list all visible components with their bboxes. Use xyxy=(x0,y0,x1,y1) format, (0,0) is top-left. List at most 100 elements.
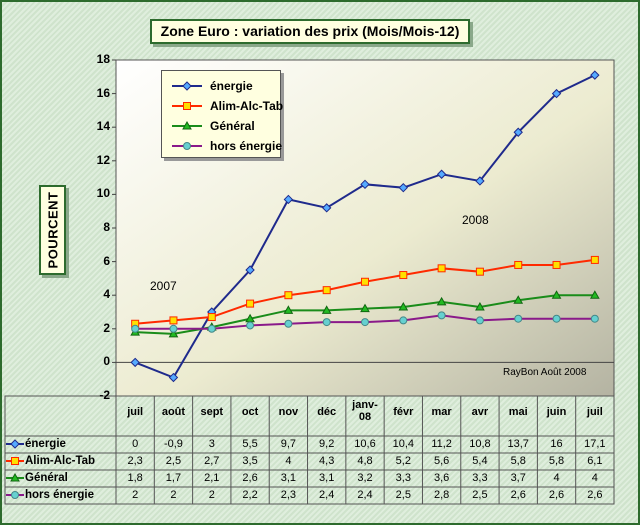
table-cell: 5,5 xyxy=(242,438,258,450)
data-point xyxy=(399,316,408,325)
table-row-symbol xyxy=(11,457,19,465)
data-point xyxy=(284,291,293,300)
y-axis-label-box: POURCENT xyxy=(39,185,66,275)
y-tick-label: 18 xyxy=(96,52,110,66)
legend-symbol xyxy=(182,81,192,91)
table-cell: -0,9 xyxy=(163,438,183,450)
table-cell: 2,6 xyxy=(587,489,603,501)
table-cell: 16 xyxy=(550,438,563,450)
table-cell: 2,6 xyxy=(510,489,526,501)
legend-label: Général xyxy=(210,119,255,133)
data-point xyxy=(322,318,331,327)
x-tick-label: mai xyxy=(508,406,528,418)
table-cell: 3,5 xyxy=(242,455,258,467)
chart-title: Zone Euro : variation des prix (Mois/Moi… xyxy=(150,19,470,44)
table-cell: 4 xyxy=(285,455,292,467)
x-tick-label: déc xyxy=(317,406,337,418)
x-tick-label: oct xyxy=(241,406,259,418)
data-point xyxy=(513,127,523,137)
table-cell: 11,2 xyxy=(431,438,452,450)
data-point xyxy=(475,316,484,325)
chart-legend: énergie Alim-Alc-Tab Général hors énergie xyxy=(161,70,284,158)
y-tick-label: 12 xyxy=(96,152,110,167)
data-point xyxy=(245,265,255,275)
data-point xyxy=(246,321,255,330)
data-point xyxy=(514,260,523,269)
data-point xyxy=(168,372,179,383)
y-tick-label: 8 xyxy=(103,220,110,234)
annotation-2008: 2008 xyxy=(462,213,489,227)
table-cell: 2,4 xyxy=(357,489,373,501)
x-tick-label: juil xyxy=(586,406,603,418)
table-cell: 9,7 xyxy=(280,438,297,450)
table-cell: 2,8 xyxy=(433,489,450,501)
table-cell: 9,2 xyxy=(319,438,335,450)
x-tick-label: juin xyxy=(546,406,567,418)
data-point xyxy=(475,176,485,186)
table-cell: 5,8 xyxy=(510,455,526,467)
table-cell: 4,3 xyxy=(319,455,335,467)
y-tick-label: 14 xyxy=(96,119,110,134)
table-row-symbol xyxy=(11,491,19,499)
data-point xyxy=(552,260,561,269)
data-point xyxy=(475,267,484,276)
legend-label: Alim-Alc-Tab xyxy=(210,99,284,113)
table-row-label: hors énergie xyxy=(25,489,95,501)
legend-marker xyxy=(172,81,202,91)
table-cell: 2 xyxy=(170,489,177,501)
y-axis-label: POURCENT xyxy=(45,191,60,269)
data-point xyxy=(436,169,447,179)
data-point xyxy=(551,88,562,99)
table-cell: 2,5 xyxy=(395,489,411,501)
table-cell: 2,1 xyxy=(204,472,220,484)
legend-marker xyxy=(172,102,202,110)
table-cell: 2,7 xyxy=(204,455,220,467)
table-cell: 5,6 xyxy=(433,455,450,467)
x-tick-label: juil xyxy=(127,406,144,418)
data-point xyxy=(399,271,408,280)
data-point xyxy=(589,290,600,299)
table-cell: 10,6 xyxy=(354,438,376,450)
data-point xyxy=(514,314,523,323)
table-cell: 5,2 xyxy=(395,455,411,467)
data-point xyxy=(475,301,485,311)
table-cell: 3,1 xyxy=(319,472,335,484)
data-point xyxy=(360,303,370,313)
table-cell: 17,1 xyxy=(584,438,606,450)
x-tick-label: nov xyxy=(278,406,299,418)
data-point xyxy=(513,295,524,304)
table-cell: 3,3 xyxy=(472,472,488,484)
table-cell: 3,2 xyxy=(357,472,373,484)
data-point xyxy=(283,194,294,205)
data-point xyxy=(590,255,599,264)
table-cell: 4,8 xyxy=(357,455,373,467)
table-cell: 3,3 xyxy=(395,472,411,484)
table-cell: 3 xyxy=(208,438,215,450)
legend-symbol xyxy=(182,120,192,130)
data-point xyxy=(590,314,599,323)
table-cell: 2,6 xyxy=(242,472,258,484)
table-cell: 2,5 xyxy=(472,489,488,501)
table-cell: 2,3 xyxy=(280,489,297,501)
table-row-symbol xyxy=(10,439,20,449)
legend-label: hors énergie xyxy=(210,139,283,153)
legend-label: énergie xyxy=(210,79,253,93)
table-row-header: hors énergie xyxy=(6,487,111,503)
table-row-header: Alim-Alc-Tab xyxy=(6,453,111,469)
data-point xyxy=(207,313,216,322)
table-row-marker xyxy=(6,472,24,482)
data-point xyxy=(436,296,447,306)
table-cell: 2,6 xyxy=(548,489,565,501)
table-cell: 4 xyxy=(553,472,560,484)
data-point xyxy=(551,290,562,299)
table-cell: 2 xyxy=(132,489,139,501)
table-row-marker xyxy=(6,439,24,449)
x-tick-label: févr xyxy=(393,406,414,418)
y-tick-label: 4 xyxy=(103,287,110,302)
y-tick-label: -2 xyxy=(99,388,110,402)
data-point xyxy=(590,70,600,80)
table-row-header: énergie xyxy=(6,436,111,452)
annotation-2007: 2007 xyxy=(150,279,177,293)
data-point xyxy=(361,318,369,327)
table-cell: 5,8 xyxy=(548,455,565,467)
